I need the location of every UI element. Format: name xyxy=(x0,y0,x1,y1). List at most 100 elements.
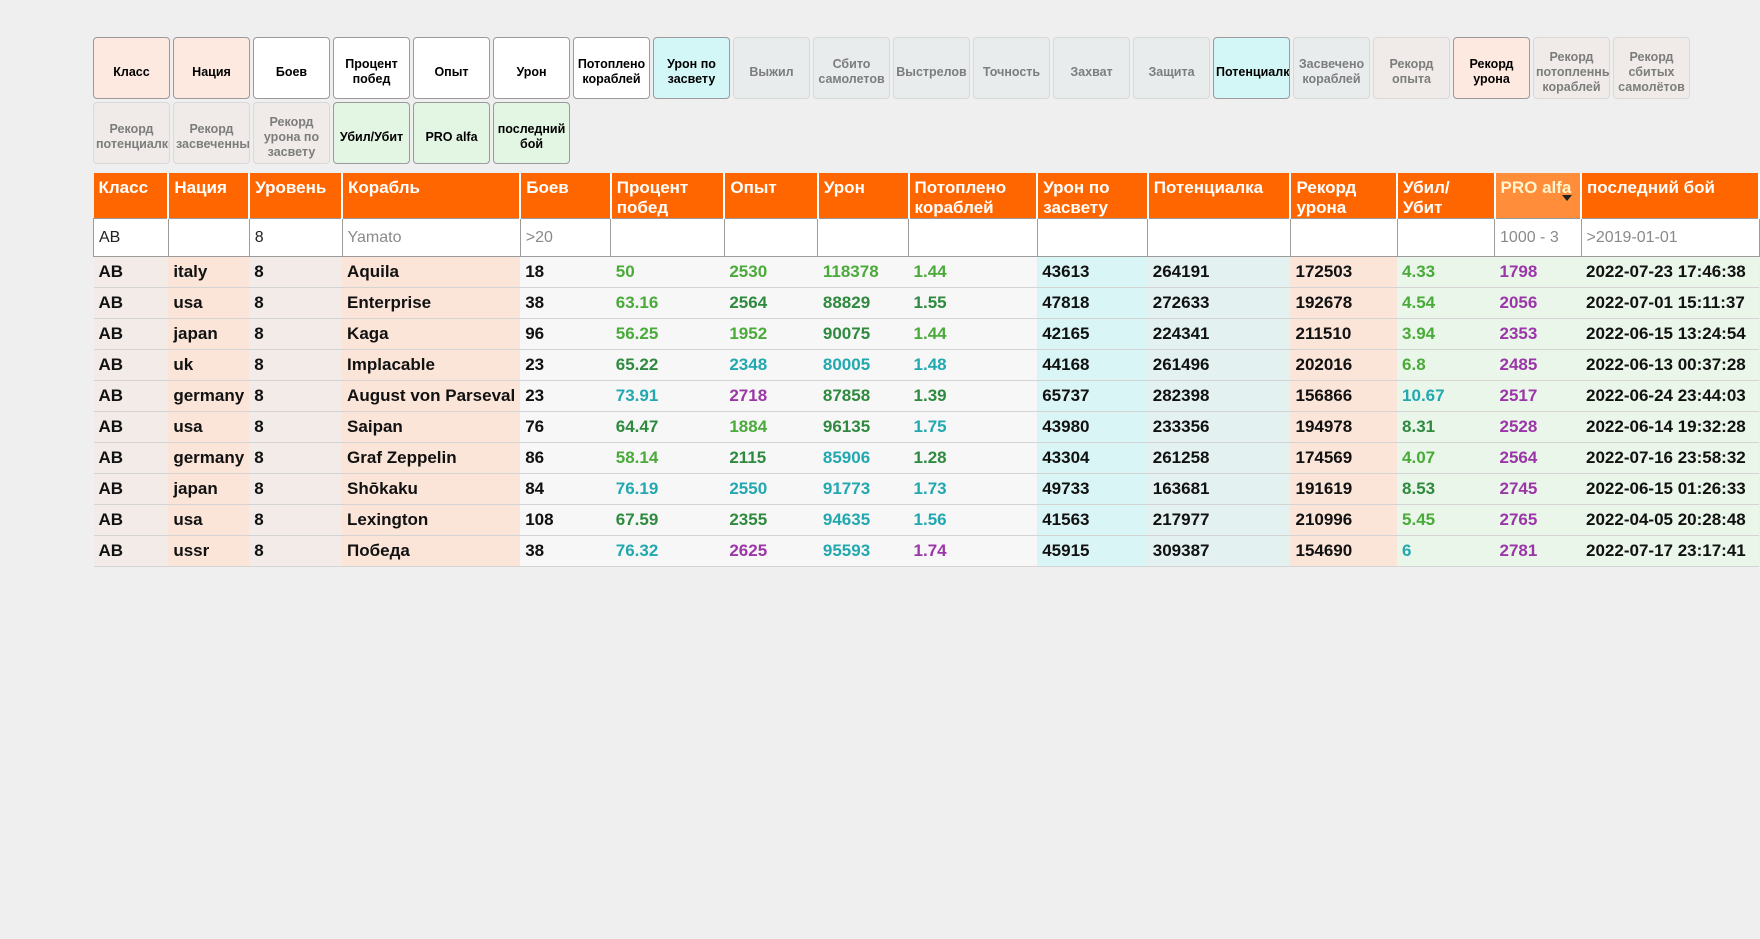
column-header-label: Уровень xyxy=(255,178,327,197)
filter-input-level[interactable] xyxy=(249,221,342,254)
toggle-column-button[interactable]: PRO alfa xyxy=(413,102,490,164)
column-header-label: Потенциалка xyxy=(1153,178,1264,197)
column-header-level[interactable]: Уровень xyxy=(249,173,344,219)
toggle-column-button[interactable]: Рекорд засвеченных xyxy=(173,102,250,164)
filter-input-dmg[interactable] xyxy=(818,221,909,254)
table-filter-row xyxy=(93,218,1760,257)
filter-input-last[interactable] xyxy=(1581,221,1759,254)
cell-cls: AB xyxy=(93,318,169,350)
filter-input-nation[interactable] xyxy=(168,221,249,254)
cell-exp: 2530 xyxy=(724,256,818,288)
column-header-potential[interactable]: Потенциалка xyxy=(1147,173,1292,219)
table-row[interactable]: AB usa 8 Enterprise 38 63.16 2564 88829 1.55 4781… xyxy=(93,287,1759,319)
filter-input-battles[interactable] xyxy=(520,221,611,254)
toggle-column-button[interactable]: Рекорд опыта xyxy=(1373,37,1450,99)
toggle-column-button[interactable]: Нация xyxy=(173,37,250,99)
toggle-column-button[interactable]: Боев xyxy=(253,37,330,99)
cell-cls: AB xyxy=(93,442,169,474)
filter-input-rec_dmg[interactable] xyxy=(1290,221,1397,254)
table-row[interactable]: AB uk 8 Implacable 23 65.22 2348 80005 1.48 44168… xyxy=(93,349,1759,381)
toggle-column-button[interactable]: Выжил xyxy=(733,37,810,99)
cell-kills: 1.39 xyxy=(908,380,1038,412)
column-header-battles[interactable]: Боев xyxy=(520,173,612,219)
filter-input-potential[interactable] xyxy=(1148,221,1290,254)
toggle-column-button[interactable]: последний бой xyxy=(493,102,570,164)
table-row[interactable]: AB italy 8 Aquila 18 50 2530 118378 1.44 43613 264… xyxy=(93,256,1759,288)
filter-input-pr[interactable] xyxy=(1495,221,1581,254)
toggle-column-button[interactable]: Защита xyxy=(1133,37,1210,99)
cell-winrate: 56.25 xyxy=(610,318,725,350)
column-header-label: Боев xyxy=(526,178,569,197)
filter-input-winrate[interactable] xyxy=(611,221,724,254)
cell-pr: 2781 xyxy=(1494,535,1582,567)
table-row[interactable]: AB usa 8 Saipan 76 64.47 1884 96135 1.75 43980 233… xyxy=(93,411,1759,443)
toggle-column-button[interactable]: Урон по засвету xyxy=(653,37,730,99)
table-row[interactable]: AB japan 8 Kaga 96 56.25 1952 90075 1.44 42165 224… xyxy=(93,318,1759,350)
toggle-column-button[interactable]: Выстрелов xyxy=(893,37,970,99)
table-row[interactable]: AB japan 8 Shōkaku 84 76.19 2550 91773 1.73 49733… xyxy=(93,473,1759,505)
cell-winrate: 73.91 xyxy=(610,380,725,412)
cell-level: 8 xyxy=(249,473,343,505)
filter-input-spot_dmg[interactable] xyxy=(1037,221,1148,254)
filter-input-kills[interactable] xyxy=(909,221,1037,254)
toggle-column-button[interactable]: Рекорд урона по засвету xyxy=(253,102,330,164)
toggle-column-button[interactable]: Процент побед xyxy=(333,37,410,99)
toggle-column-button[interactable]: Рекорд сбитых самолётов xyxy=(1613,37,1690,99)
toggle-column-button[interactable]: Потоплено кораблей xyxy=(573,37,650,99)
cell-spot_dmg: 65737 xyxy=(1037,380,1148,412)
toggle-column-button[interactable]: Убил/Убит xyxy=(333,102,410,164)
toggle-column-button[interactable]: Захват xyxy=(1053,37,1130,99)
column-header-dmg[interactable]: Урон xyxy=(817,173,910,219)
table-row[interactable]: AB germany 8 August von Parseval 23 73.91 2718… xyxy=(93,380,1759,412)
filter-input-ship[interactable] xyxy=(342,221,520,254)
cell-dmg: 80005 xyxy=(817,349,909,381)
column-header-last[interactable]: последний бой xyxy=(1581,173,1760,219)
cell-last: 2022-06-15 01:26:33 xyxy=(1581,473,1759,505)
filter-input-exp[interactable] xyxy=(724,221,818,254)
filter-input-kd[interactable] xyxy=(1397,221,1495,254)
cell-nation: japan xyxy=(168,318,250,350)
toggle-column-button[interactable]: Рекорд урона xyxy=(1453,37,1530,99)
table-row[interactable]: AB ussr 8 Победа 38 76.32 2625 95593 1.74 45915 30… xyxy=(93,535,1759,567)
cell-potential: 309387 xyxy=(1147,535,1291,567)
toggle-column-button[interactable]: Потенциалка xyxy=(1213,37,1290,99)
toggle-column-button[interactable]: Урон xyxy=(493,37,570,99)
cell-last: 2022-07-01 15:11:37 xyxy=(1581,287,1759,319)
toggle-column-button[interactable]: Засвечено кораблей xyxy=(1293,37,1370,99)
column-header-label: Опыт xyxy=(730,178,777,197)
column-header-label: Урон по засвету xyxy=(1043,178,1110,217)
cell-dmg: 85906 xyxy=(817,442,909,474)
cell-exp: 2564 xyxy=(724,287,818,319)
cell-exp: 1884 xyxy=(724,411,818,443)
toggle-column-button[interactable]: Класс xyxy=(93,37,170,99)
cell-exp: 2115 xyxy=(724,442,818,474)
column-header-nation[interactable]: Нация xyxy=(168,173,251,219)
toggle-column-button[interactable]: Рекорд потенциалки xyxy=(93,102,170,164)
column-header-label: Процент побед xyxy=(616,178,689,217)
cell-winrate: 58.14 xyxy=(610,442,725,474)
toggle-column-button[interactable]: Сбито самолетов xyxy=(813,37,890,99)
cell-last: 2022-06-24 23:44:03 xyxy=(1581,380,1759,412)
column-header-rec_dmg[interactable]: Рекорд урона xyxy=(1290,173,1399,219)
cell-rec_dmg: 194978 xyxy=(1290,411,1398,443)
column-header-kd[interactable]: Убил/ Убит xyxy=(1397,173,1496,219)
table-row[interactable]: AB usa 8 Lexington 108 67.59 2355 94635 1.56 4156… xyxy=(93,504,1759,536)
cell-spot_dmg: 47818 xyxy=(1037,287,1148,319)
cell-kills: 1.44 xyxy=(908,318,1038,350)
cell-pr: 2564 xyxy=(1494,442,1582,474)
column-header-winrate[interactable]: Процент побед xyxy=(610,173,726,219)
column-header-pr[interactable]: PRO alfa xyxy=(1494,173,1583,219)
column-header-label: Класс xyxy=(98,178,149,197)
column-header-exp[interactable]: Опыт xyxy=(724,173,819,219)
toggle-column-button[interactable]: Рекорд потопленных кораблей xyxy=(1533,37,1610,99)
cell-nation: germany xyxy=(168,442,250,474)
column-header-ship[interactable]: Корабль xyxy=(342,173,522,219)
table-row[interactable]: AB germany 8 Graf Zeppelin 86 58.14 2115 85906 1… xyxy=(93,442,1759,474)
column-header-kills[interactable]: Потоплено кораблей xyxy=(908,173,1039,219)
cell-nation: usa xyxy=(168,504,250,536)
column-header-cls[interactable]: Класс xyxy=(93,173,170,219)
column-header-spot_dmg[interactable]: Урон по засвету xyxy=(1037,173,1149,219)
toggle-column-button[interactable]: Точность xyxy=(973,37,1050,99)
toggle-column-button[interactable]: Опыт xyxy=(413,37,490,99)
filter-input-cls[interactable] xyxy=(94,221,168,254)
